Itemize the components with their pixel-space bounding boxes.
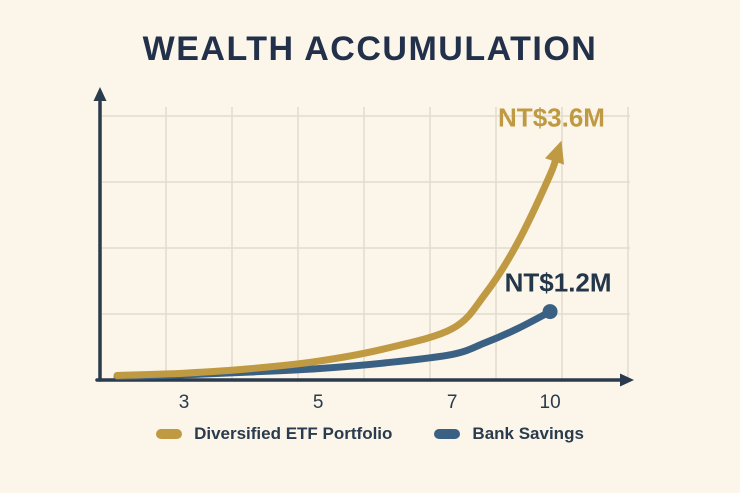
legend-item-bank: Bank Savings [434,424,584,444]
x-axis-arrow-icon [620,373,634,387]
curve-etf [113,150,561,379]
curve-bank-end-dot [542,304,558,320]
legend: Diversified ETF Portfolio Bank Savings [0,424,740,444]
etf-swatch [156,429,183,439]
legend-item-etf: Diversified ETF Portfolio [156,424,392,444]
x-tick-label: 3 [179,392,190,413]
bank-swatch [434,429,461,439]
x-tick-label: 10 [540,392,561,413]
curve-etf-arrowhead-icon [545,140,565,165]
x-tick-label: 5 [313,392,324,413]
end-label-bank: NT$1.2M [505,268,612,298]
curve-bank [113,308,554,381]
end-label-etf: NT$3.6M [498,103,605,133]
chart-title: WEALTH ACCUMULATION [142,30,598,68]
x-tick-label: 7 [447,392,458,413]
bank-legend-label: Bank Savings [472,424,584,443]
y-axis-arrow-icon [93,87,107,101]
etf-legend-label: Diversified ETF Portfolio [194,424,393,443]
